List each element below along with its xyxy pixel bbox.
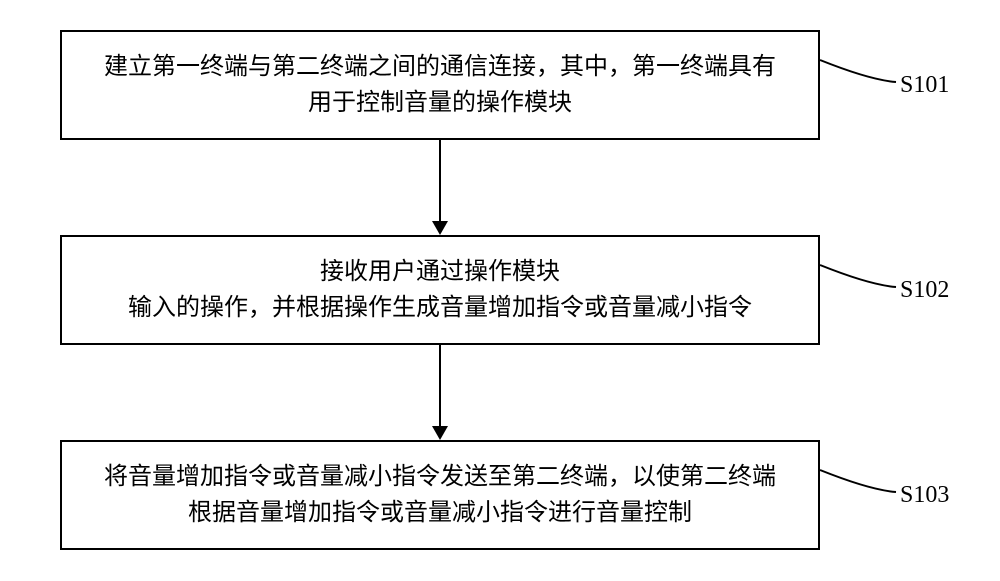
side-label-s102: S102 [900, 277, 949, 304]
node-s101-line2: 用于控制音量的操作模块 [308, 90, 572, 116]
node-s103-line2: 根据音量增加指令或音量减小指令进行音量控制 [188, 500, 692, 526]
edge-s102-s103 [432, 345, 448, 440]
side-label-s101: S101 [900, 72, 949, 99]
side-connector-s101 [820, 60, 896, 82]
node-s102-line1: 接收用户通过操作模块 [320, 259, 560, 285]
node-s103-line1: 将音量增加指令或音量减小指令发送至第二终端，以使第二终端 [104, 464, 776, 490]
flow-node-s102: 接收用户通过操作模块 输入的操作，并根据操作生成音量增加指令或音量减小指令 [60, 235, 820, 345]
flow-node-s103: 将音量增加指令或音量减小指令发送至第二终端，以使第二终端 根据音量增加指令或音量… [60, 440, 820, 550]
side-connector-s103 [820, 470, 896, 492]
side-label-s103: S103 [900, 482, 949, 509]
node-s102-line2: 输入的操作，并根据操作生成音量增加指令或音量减小指令 [128, 295, 752, 321]
flowchart-canvas: 建立第一终端与第二终端之间的通信连接，其中，第一终端具有 用于控制音量的操作模块… [0, 0, 1000, 581]
side-connector-s102 [820, 265, 896, 287]
flow-node-s101: 建立第一终端与第二终端之间的通信连接，其中，第一终端具有 用于控制音量的操作模块 [60, 30, 820, 140]
node-s101-line1: 建立第一终端与第二终端之间的通信连接，其中，第一终端具有 [104, 54, 776, 80]
edge-s101-s102 [432, 140, 448, 235]
